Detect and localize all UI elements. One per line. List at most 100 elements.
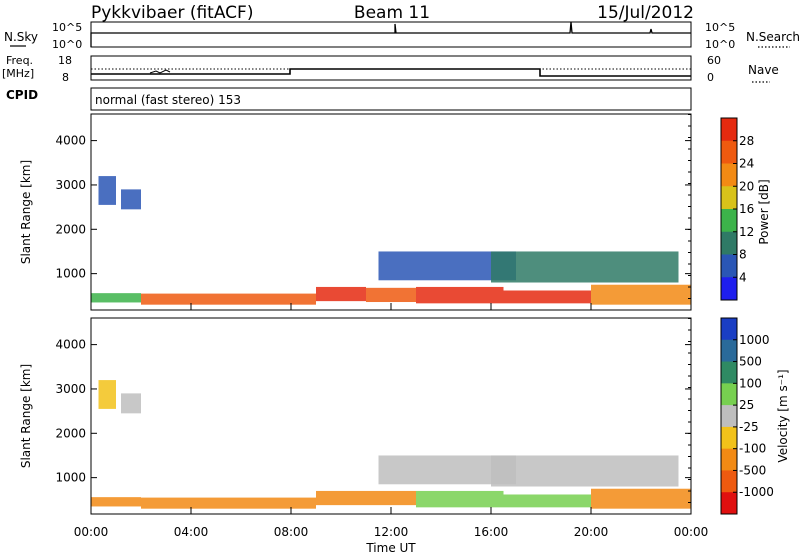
power-colorbar-tick-label: 24: [739, 157, 754, 171]
velocity-heatmap: [91, 380, 691, 509]
nsky-tick-bottom: 10^0: [52, 38, 82, 51]
velocity-ylabel: Slant Range [km]: [19, 364, 33, 468]
nsky-tick-top: 10^5: [52, 21, 82, 34]
xtick-label: 16:00: [474, 525, 509, 539]
power-region: [416, 286, 504, 304]
freq-label: Freq.: [6, 54, 33, 67]
velocity-colorbar-tick-label: -100: [739, 442, 766, 456]
power-colorbar-swatch: [721, 140, 737, 164]
time-x-axis: 00:00 04:00 08:00 12:00 16:00 20:00 00:00: [74, 303, 709, 539]
velocity-colorbar-swatch: [721, 448, 737, 471]
velocity-colorbar-swatch: [721, 361, 737, 384]
velocity-region: [98, 380, 116, 409]
velocity-colorbar-tick-label: 25: [739, 398, 754, 412]
power-colorbar-swatch: [721, 118, 737, 142]
velocity-region: [316, 490, 416, 506]
xtick-label: 00:00: [74, 525, 109, 539]
velocity-colorbar-frame: [720, 317, 738, 515]
velocity-region: [416, 490, 504, 508]
power-colorbar-tick-label: 16: [739, 202, 754, 216]
power-colorbar-label: Power [dB]: [757, 179, 771, 244]
velocity-colorbar-tick-label: 1000: [739, 333, 770, 347]
cpid-panel: [90, 87, 692, 111]
power-region: [491, 251, 679, 283]
power-ytick-label: 2000: [55, 222, 86, 236]
velocity-colorbar-tick-label: -1000: [739, 485, 774, 499]
power-region: [591, 284, 691, 305]
velocity-region: [591, 488, 691, 509]
freq-unit: [MHz]: [2, 67, 34, 80]
power-colorbar-tick-label: 4: [739, 270, 747, 284]
power-colorbar-swatch: [721, 231, 737, 255]
power-colorbar-swatch: [721, 277, 737, 301]
power-region: [366, 287, 416, 303]
freq-glitch: [149, 69, 171, 74]
nave-tick-top: 60: [707, 54, 721, 67]
power-region: [141, 293, 316, 305]
velocity-ytick-label: 4000: [55, 338, 86, 352]
nsearch-label: N.Search: [746, 30, 800, 44]
radar-title: Pykkvibaer (fitACF): [91, 3, 253, 23]
nave-tick-bottom: 0: [707, 71, 714, 84]
xtick-label: 20:00: [574, 525, 609, 539]
freq-tick-bottom: 8: [62, 71, 69, 84]
power-region: [91, 293, 141, 303]
date-title: 15/Jul/2012: [597, 3, 694, 23]
power-region: [316, 286, 366, 302]
velocity-region: [491, 455, 679, 487]
nsearch-tick-top: 10^5: [705, 21, 735, 34]
velocity-colorbar-swatch: [721, 470, 737, 493]
velocity-colorbar-tick-label: -25: [739, 420, 759, 434]
power-colorbar-swatch: [721, 163, 737, 187]
nsky-trace: [90, 21, 691, 47]
power-ytick-label: 3000: [55, 178, 86, 192]
power-ytick-label: 4000: [55, 134, 86, 148]
velocity-ytick-label: 3000: [55, 382, 86, 396]
power-heatmap: [91, 176, 691, 305]
nsky-panel: [90, 21, 692, 48]
power-colorbar-tick-label: 12: [739, 225, 754, 239]
power-colorbar-tick-label: 8: [739, 248, 747, 262]
freq-trace: [91, 68, 691, 77]
nave-label: Nave: [748, 63, 779, 77]
xtick-label: 00:00: [674, 525, 709, 539]
velocity-region: [91, 497, 141, 507]
freq-panel: [90, 55, 692, 81]
xtick-label: 04:00: [174, 525, 209, 539]
velocity-colorbar: 1000 500 100 25 -25 -100 -500 -1000: [720, 317, 774, 515]
velocity-colorbar-swatch: [721, 339, 737, 363]
velocity-y-axis: 1000 2000 3000 4000: [55, 318, 691, 503]
velocity-ytick-label: 2000: [55, 426, 86, 440]
cpid-text: normal (fast stereo) 153: [95, 93, 241, 107]
power-colorbar: 4 8 12 16 20 24 28: [720, 117, 754, 301]
velocity-region: [121, 393, 141, 414]
power-colorbar-tick-label: 20: [739, 179, 754, 193]
power-y-axis: 1000 2000 3000 4000: [55, 114, 691, 299]
xtick-label: 12:00: [374, 525, 409, 539]
xtick-label: 08:00: [274, 525, 309, 539]
power-colorbar-swatch: [721, 186, 737, 210]
velocity-region: [503, 494, 591, 508]
nsearch-tick-bottom: 10^0: [705, 38, 735, 51]
beam-title: Beam 11: [354, 3, 430, 23]
velocity-colorbar-swatch: [721, 492, 737, 515]
velocity-colorbar-swatch: [721, 383, 737, 406]
velocity-ytick-label: 1000: [55, 471, 86, 485]
freq-tick-top: 18: [58, 54, 72, 67]
power-ylabel: Slant Range [km]: [19, 160, 33, 264]
velocity-colorbar-tick-label: 100: [739, 376, 762, 390]
power-ytick-label: 1000: [55, 267, 86, 281]
power-region: [98, 176, 116, 205]
velocity-colorbar-swatch: [721, 405, 737, 428]
power-colorbar-swatch: [721, 254, 737, 278]
velocity-colorbar-tick-label: 500: [739, 355, 762, 369]
velocity-colorbar-tick-label: -500: [739, 463, 766, 477]
power-colorbar-swatch: [721, 209, 737, 233]
cpid-label: CPID: [6, 88, 38, 102]
xlabel: Time UT: [365, 541, 416, 554]
power-region: [121, 189, 141, 210]
power-region: [503, 290, 591, 304]
velocity-region: [141, 497, 316, 509]
power-colorbar-tick-label: 28: [739, 134, 754, 148]
